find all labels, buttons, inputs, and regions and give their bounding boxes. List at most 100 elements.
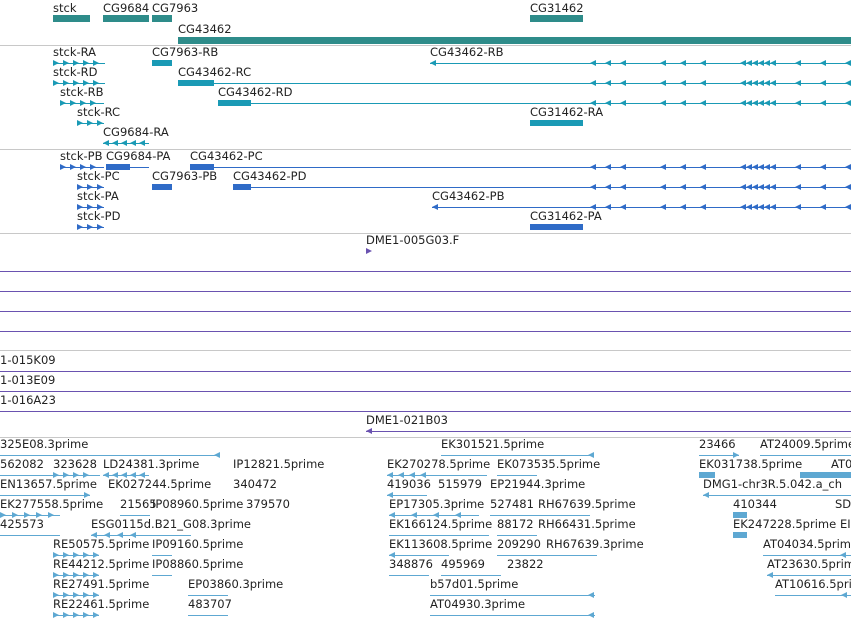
feature-label[interactable]: EK073535.5prime (497, 457, 601, 471)
feature-bar[interactable] (103, 15, 149, 22)
feature-bar[interactable] (733, 512, 747, 518)
feature-label[interactable]: CG43462-RD (218, 85, 293, 99)
feature-bar[interactable] (152, 184, 172, 190)
feature-label[interactable]: 515979 (438, 477, 482, 491)
feature-label[interactable]: SD (835, 497, 851, 511)
feature-label[interactable]: CG7963 (152, 1, 199, 15)
feature-label[interactable]: AT04930.3prime (430, 597, 526, 611)
feature-label[interactable]: IP12821.5prime (233, 457, 325, 471)
feature-label[interactable]: AT04034.5prime (763, 537, 851, 551)
feature-label[interactable]: 325E08.3prime (0, 437, 89, 451)
feature-label[interactable]: stck-RA (53, 45, 97, 59)
feature-label[interactable]: 340472 (233, 477, 277, 491)
feature-label[interactable]: CG43462-RC (178, 65, 252, 79)
feature-label[interactable]: EK031738.5prime (699, 457, 803, 471)
feature-label[interactable]: CG31462 (530, 1, 584, 15)
feature-bar[interactable] (106, 164, 130, 170)
feature-bar[interactable] (733, 532, 747, 538)
feature-label[interactable]: CG9684 (103, 1, 150, 15)
feature-label[interactable]: stck (53, 1, 77, 15)
feature-bar[interactable] (178, 80, 214, 86)
feature-label[interactable]: EK277558.5prime (0, 497, 104, 511)
feature-bar[interactable] (530, 15, 583, 22)
feature-bar[interactable] (152, 60, 172, 66)
feature-bar[interactable] (190, 164, 214, 170)
feature-label[interactable]: RH67639.5prime (538, 497, 636, 511)
feature-label[interactable]: CG7963-RB (152, 45, 219, 59)
feature-bar[interactable] (530, 224, 583, 230)
feature-label[interactable]: stck-PD (77, 209, 121, 223)
feature-label[interactable]: ESG0115d.B21_G08.3prime (91, 517, 251, 531)
feature-label[interactable]: CG9684-PA (106, 149, 171, 163)
feature-label[interactable]: CG43462-PD (233, 169, 307, 183)
feature-label[interactable]: RH67639.3prime (546, 537, 644, 551)
feature-label[interactable]: CG43462-RB (430, 45, 504, 59)
feature-label[interactable]: EK301521.5prime (441, 437, 545, 451)
feature-label[interactable]: IP08960.5prime (152, 497, 244, 511)
feature-label[interactable]: CG31462-RA (530, 105, 604, 119)
feature-label[interactable]: AT0 (831, 457, 851, 471)
feature-label[interactable]: DME1-005G03.F (366, 233, 460, 247)
feature-label[interactable]: 209290 (497, 537, 541, 551)
feature-label[interactable]: CG7963-PB (152, 169, 218, 183)
feature-label[interactable]: RE22461.5prime (53, 597, 150, 611)
feature-label[interactable]: b57d01.5prime (430, 577, 519, 591)
feature-label[interactable]: EK166124.5prime (389, 517, 493, 531)
feature-label[interactable]: 21565 (120, 497, 157, 511)
feature-label[interactable]: EP03860.3prime (188, 577, 284, 591)
feature-label[interactable]: AT23630.5prime (767, 557, 851, 571)
feature-label[interactable]: RE50575.5prime (53, 537, 150, 551)
feature-label[interactable]: 1-013E09 (0, 373, 56, 387)
feature-label[interactable]: CG43462 (178, 22, 232, 36)
feature-bar[interactable] (53, 15, 90, 22)
feature-label[interactable]: 348876 (389, 557, 433, 571)
feature-label[interactable]: stck-RB (60, 85, 104, 99)
feature-label[interactable]: 419036 (387, 477, 431, 491)
feature-bar[interactable] (233, 184, 251, 190)
feature-label[interactable]: stck-RD (53, 65, 98, 79)
feature-label[interactable]: LD24381.3prime (103, 457, 200, 471)
feature-label[interactable]: EK247228.5prime (733, 517, 837, 531)
feature-label[interactable]: 483707 (188, 597, 232, 611)
feature-bar[interactable] (178, 37, 851, 44)
feature-label[interactable]: EI (840, 517, 851, 531)
feature-label[interactable]: RE44212.5prime (53, 557, 150, 571)
feature-label[interactable]: IP09160.5prime (152, 537, 244, 551)
feature-label[interactable]: 23822 (507, 557, 544, 571)
feature-label[interactable]: 323628 (53, 457, 97, 471)
feature-bar[interactable] (800, 472, 851, 478)
feature-label[interactable]: EK027244.5prime (108, 477, 212, 491)
feature-label[interactable]: DMG1-chr3R.5.042.a_ch (703, 477, 843, 491)
feature-bar[interactable] (218, 100, 251, 106)
feature-label[interactable]: RH66431.5prime (538, 517, 636, 531)
feature-label[interactable]: 1-016A23 (0, 393, 56, 407)
feature-label[interactable]: 379570 (246, 497, 290, 511)
feature-label[interactable]: CG31462-PA (530, 209, 602, 223)
feature-label[interactable]: stck-PA (77, 189, 119, 203)
feature-label[interactable]: 1-015K09 (0, 353, 56, 367)
feature-label[interactable]: EP21944.3prime (490, 477, 586, 491)
feature-label[interactable]: 527481 (490, 497, 534, 511)
feature-label[interactable]: stck-PB (60, 149, 103, 163)
feature-label[interactable]: AT24009.5prime (760, 437, 851, 451)
feature-label[interactable]: 23466 (699, 437, 736, 451)
feature-label[interactable]: CG43462-PB (432, 189, 505, 203)
feature-label[interactable]: RE27491.5prime (53, 577, 150, 591)
feature-label[interactable]: 495969 (441, 557, 485, 571)
feature-label[interactable]: 88172 (497, 517, 534, 531)
feature-label[interactable]: EK270278.5prime (387, 457, 491, 471)
feature-bar[interactable] (152, 15, 172, 22)
feature-label[interactable]: EN13657.5prime (0, 477, 97, 491)
feature-label[interactable]: 410344 (733, 497, 777, 511)
feature-label[interactable]: CG9684-RA (103, 125, 169, 139)
feature-label[interactable]: DME1-021B03 (366, 413, 448, 427)
feature-label[interactable]: 425573 (0, 517, 44, 531)
feature-label[interactable]: IP08860.5prime (152, 557, 244, 571)
feature-label[interactable]: stck-PC (77, 169, 120, 183)
feature-label[interactable]: CG43462-PC (190, 149, 263, 163)
feature-bar[interactable] (530, 120, 583, 126)
feature-label[interactable]: AT10616.5prime (775, 577, 851, 591)
feature-bar[interactable] (699, 472, 715, 478)
feature-label[interactable]: EP17305.3prime (389, 497, 485, 511)
feature-label[interactable]: 562082 (0, 457, 44, 471)
